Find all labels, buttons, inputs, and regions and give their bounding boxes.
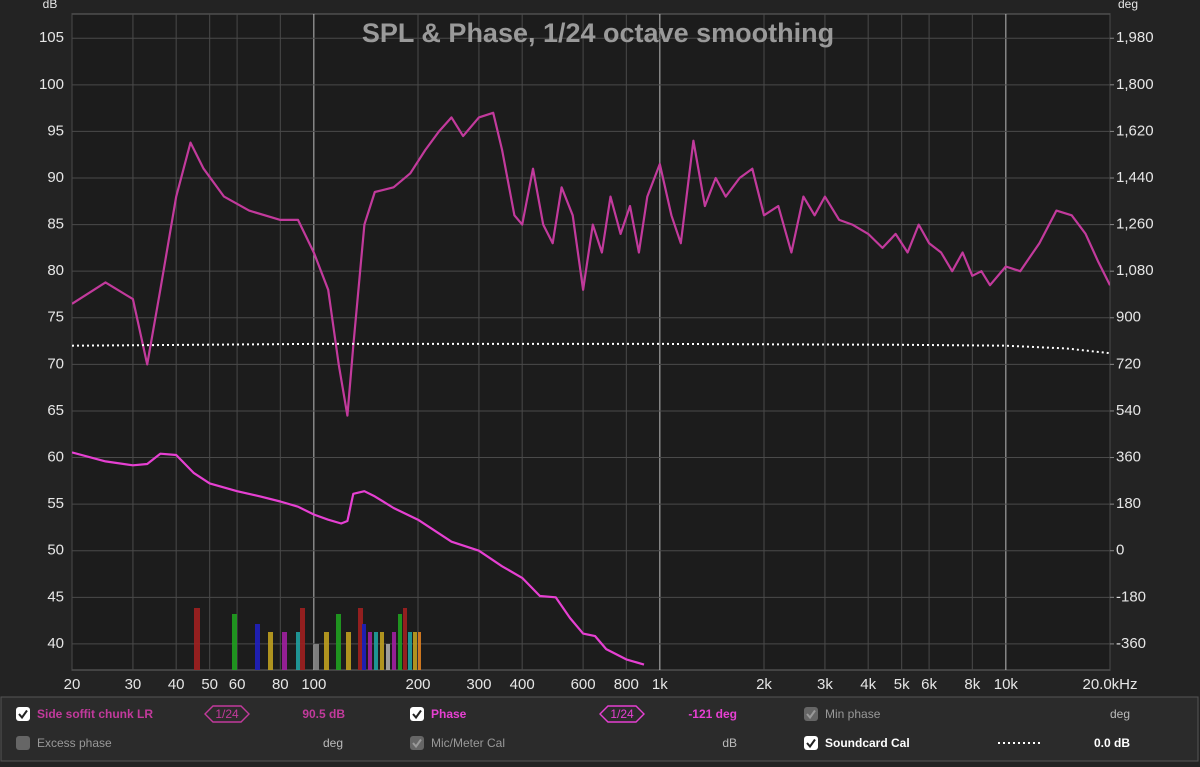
- checkbox[interactable]: [410, 736, 424, 750]
- y-tick-label: 85: [47, 216, 64, 233]
- y-tick-label: 55: [47, 495, 64, 512]
- y-tick-label: 75: [47, 309, 64, 326]
- legend-entry[interactable]: Side soffit chunk LR: [37, 707, 153, 721]
- y-tick-label: 80: [47, 262, 64, 279]
- y2-tick-label: 540: [1116, 402, 1141, 419]
- y-tick-label: 105: [39, 29, 64, 46]
- panel-label: Mic/Meter Cal: [431, 736, 505, 750]
- x-tick-label: 20.0kHz: [1082, 676, 1137, 693]
- y2-tick-label: 1,800: [1116, 76, 1154, 93]
- grid: [71, 14, 1111, 670]
- readout: -121 deg: [688, 707, 737, 721]
- y-tick-label: 100: [39, 76, 64, 93]
- curves: [72, 111, 1110, 666]
- smoothing-badge-text: 1/24: [610, 707, 634, 721]
- checkbox[interactable]: [410, 707, 424, 721]
- series-line: [72, 111, 1110, 417]
- chart-title: SPL & Phase, 1/24 octave smoothing: [362, 18, 834, 48]
- x-tick-label: 3k: [817, 676, 833, 693]
- x-tick-label: 20: [64, 676, 81, 693]
- checkmark: [18, 709, 28, 720]
- x-tick-label: 800: [614, 676, 639, 693]
- y2-tick-label: 0: [1116, 542, 1124, 559]
- y2-tick-label: 1,260: [1116, 216, 1154, 233]
- y-tick-label: 40: [47, 635, 64, 652]
- plot-area: [71, 13, 1111, 671]
- y2-tick-label: -180: [1116, 588, 1146, 605]
- x-tick-label: 600: [571, 676, 596, 693]
- y2-tick-label: 1,620: [1116, 122, 1154, 139]
- panel-label: Excess phase: [37, 736, 112, 750]
- y2-tick-label: 1,080: [1116, 262, 1154, 279]
- y2-tick-label: 1,980: [1116, 29, 1154, 46]
- y2-axis-unit: deg: [1118, 0, 1138, 11]
- x-tick-label: 8k: [964, 676, 980, 693]
- y-tick-label: 65: [47, 402, 64, 419]
- smoothing-badge[interactable]: [599, 705, 645, 723]
- y2-tick-label: -360: [1116, 635, 1146, 652]
- y2-tick-label: 900: [1116, 309, 1141, 326]
- checkbox[interactable]: [804, 707, 818, 721]
- y2-tick-label: 360: [1116, 449, 1141, 466]
- x-tick-label: 30: [125, 676, 142, 693]
- x-tick-label: 1k: [652, 676, 668, 693]
- x-tick-label: 400: [510, 676, 535, 693]
- checkmark: [412, 709, 422, 720]
- checkmark: [806, 738, 816, 749]
- x-tick-label: 50: [201, 676, 218, 693]
- y-tick-label: 50: [47, 542, 64, 559]
- checkmark: [412, 738, 422, 749]
- series-line: [72, 451, 645, 666]
- x-tick-label: 4k: [860, 676, 876, 693]
- checkbox[interactable]: [16, 736, 30, 750]
- y2-tick-label: 720: [1116, 355, 1141, 372]
- legend-entry[interactable]: Phase: [431, 707, 467, 721]
- series-line: [72, 342, 1110, 355]
- x-tick-label: 60: [229, 676, 246, 693]
- panel-unit: deg: [1110, 707, 1130, 721]
- x-tick-label: 80: [272, 676, 289, 693]
- x-tick-label: 5k: [894, 676, 910, 693]
- x-tick-label: 6k: [921, 676, 937, 693]
- checkbox[interactable]: [804, 736, 818, 750]
- resonance-markers: [194, 608, 421, 670]
- legend-entry[interactable]: Soundcard Cal: [825, 736, 910, 750]
- y-tick-label: 95: [47, 122, 64, 139]
- y2-tick-label: 1,440: [1116, 169, 1154, 186]
- x-tick-label: 2k: [756, 676, 772, 693]
- panel-unit: deg: [323, 736, 343, 750]
- panel-controls: Side soffit chunk LR 1/24 90.5 dB Phase 1/24…: [16, 705, 1130, 750]
- readout: 0.0 dB: [1094, 736, 1130, 750]
- x-tick-label: 300: [466, 676, 491, 693]
- y-tick-label: 70: [47, 355, 64, 372]
- checkmark: [806, 709, 816, 720]
- x-tick-label: 40: [168, 676, 185, 693]
- x-tick-label: 10k: [994, 676, 1019, 693]
- y-tick-label: 45: [47, 588, 64, 605]
- x-tick-label: 200: [405, 676, 430, 693]
- panel-label: Min phase: [825, 707, 881, 721]
- y-tick-label: 60: [47, 449, 64, 466]
- legend-panel: [0, 696, 1199, 762]
- checkbox[interactable]: [16, 707, 30, 721]
- readout: 90.5 dB: [302, 707, 345, 721]
- x-tick-label: 100: [301, 676, 326, 693]
- y-axis-unit: dB: [43, 0, 58, 11]
- smoothing-badge-text: 1/24: [215, 707, 239, 721]
- smoothing-badge[interactable]: [204, 705, 250, 723]
- y-tick-label: 90: [47, 169, 64, 186]
- y2-tick-label: 180: [1116, 495, 1141, 512]
- panel-unit: dB: [722, 736, 737, 750]
